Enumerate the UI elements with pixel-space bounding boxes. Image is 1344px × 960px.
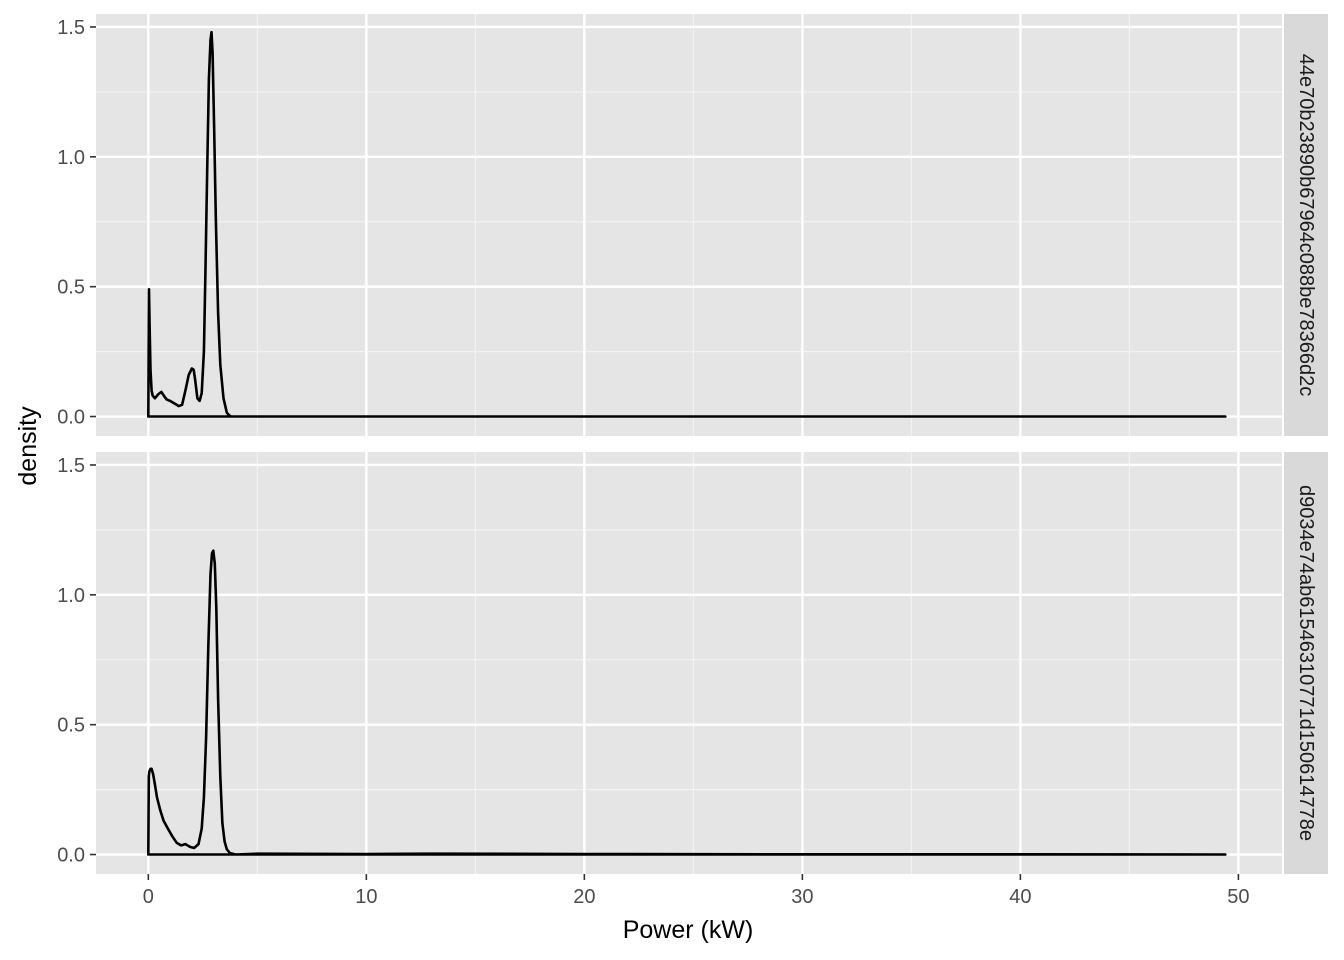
x-tick-label: 30 [791,886,813,908]
y-tick-label: 1.0 [57,147,85,169]
x-tick-label: 20 [573,886,595,908]
facet-strip-label: 44e70b23890b67964c088be78366d2c [1295,54,1317,397]
facet-strip-label: d9034e74ab61546310771d150614778e [1295,485,1317,841]
y-tick-label: 1.5 [57,17,85,39]
y-tick-label: 1.0 [57,585,85,607]
y-tick-label: 0.5 [57,277,85,299]
x-tick-label: 10 [355,886,377,908]
density-curve [147,549,1227,856]
panel-background [96,14,1282,436]
facet-strip [1284,14,1328,436]
facet-panel: 0.0 0.5 1.0 1.5 d9034e74ab61546310771d150614… [57,452,1328,874]
x-axis-title: Power (kW) [623,916,754,944]
y-tick-label: 0.0 [57,407,85,429]
x-tick-label: 50 [1227,886,1249,908]
y-tick-label: 0.0 [57,845,85,867]
facet-panel: 0.0 0.5 1.0 1.5 44e70b23890b67964c088be78366… [57,14,1328,436]
y-axis-title: density [14,406,42,486]
y-tick-label: 1.5 [57,455,85,477]
x-tick-label: 0 [143,886,154,908]
panel-background [96,452,1282,874]
x-tick-label: 40 [1009,886,1031,908]
density-curve [147,30,1227,418]
y-tick-label: 0.5 [57,715,85,737]
facet-strip [1284,452,1328,874]
